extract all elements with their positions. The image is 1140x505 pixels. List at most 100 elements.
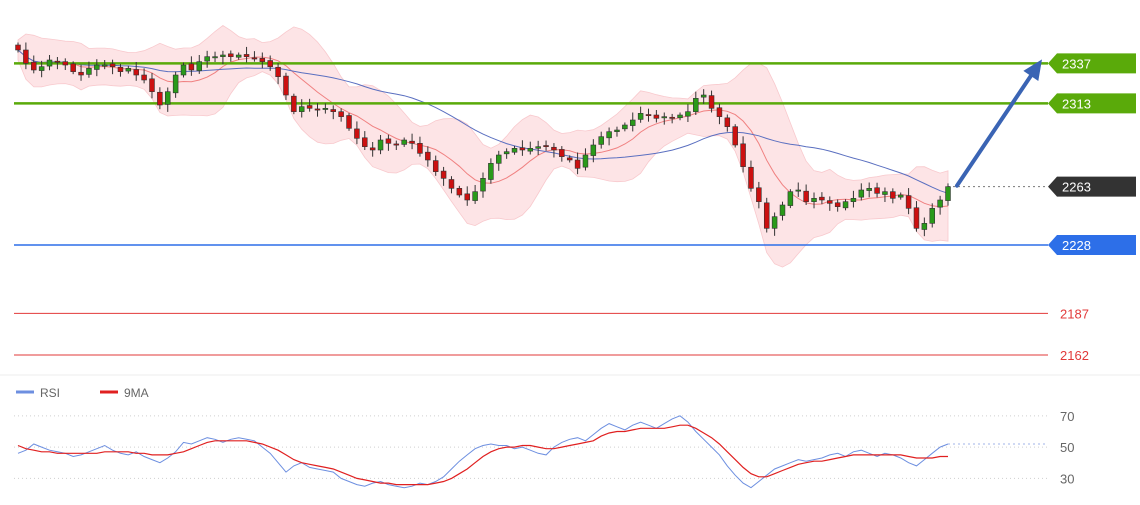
candle-body bbox=[842, 201, 849, 209]
candle bbox=[267, 55, 273, 71]
candle bbox=[377, 135, 384, 155]
candle-body bbox=[763, 202, 770, 229]
candle bbox=[346, 113, 352, 131]
candle bbox=[243, 46, 250, 63]
candle-body bbox=[86, 68, 92, 75]
candle-body bbox=[496, 154, 502, 164]
candle bbox=[86, 61, 92, 78]
candle bbox=[220, 50, 226, 65]
legend-label-9ma: 9MA bbox=[124, 386, 149, 400]
candle bbox=[551, 143, 557, 158]
candle-body bbox=[779, 204, 786, 216]
candle bbox=[590, 139, 597, 163]
candle-body bbox=[31, 61, 37, 71]
candle-body bbox=[314, 108, 321, 111]
level-2228-label: 2228 bbox=[1062, 238, 1091, 253]
candle bbox=[125, 65, 132, 74]
candle bbox=[866, 182, 872, 198]
candle bbox=[519, 140, 526, 156]
moving-average-line bbox=[17, 49, 949, 194]
candle bbox=[574, 152, 581, 175]
candle-body bbox=[393, 143, 400, 146]
candle-body bbox=[937, 199, 943, 208]
candle-body bbox=[94, 64, 100, 70]
candle-body bbox=[803, 190, 809, 202]
candle bbox=[527, 141, 534, 155]
candle bbox=[913, 201, 920, 232]
candle-body bbox=[109, 63, 116, 67]
candle bbox=[535, 140, 541, 155]
candle-body bbox=[472, 191, 478, 201]
candle bbox=[614, 126, 620, 137]
candle-body bbox=[882, 191, 888, 195]
candle-body bbox=[921, 223, 928, 230]
candle bbox=[685, 104, 691, 122]
candle-body bbox=[827, 200, 833, 204]
candle bbox=[874, 182, 880, 198]
candle bbox=[31, 55, 37, 74]
candle bbox=[362, 131, 368, 150]
candle-body bbox=[401, 139, 407, 145]
level-2263-label: 2263 bbox=[1062, 180, 1091, 195]
candle-body bbox=[283, 75, 289, 96]
candle-body bbox=[929, 208, 935, 224]
candle-body bbox=[377, 139, 384, 151]
candle-body bbox=[519, 147, 526, 151]
candle bbox=[38, 60, 45, 78]
bollinger-band-fill bbox=[17, 25, 949, 268]
candle bbox=[905, 188, 912, 215]
candle bbox=[693, 91, 699, 115]
candle bbox=[811, 192, 817, 209]
candle-body bbox=[456, 188, 463, 196]
candle bbox=[62, 58, 69, 70]
candle-body bbox=[369, 147, 376, 151]
candle bbox=[204, 50, 210, 68]
candle-body bbox=[566, 157, 573, 161]
candle-body bbox=[890, 191, 896, 199]
candle-body bbox=[172, 74, 179, 94]
candle bbox=[929, 203, 935, 228]
candle-body bbox=[606, 131, 612, 139]
candle bbox=[630, 112, 636, 132]
candle bbox=[897, 192, 904, 200]
candle-body bbox=[551, 146, 557, 151]
candle-body bbox=[322, 108, 329, 110]
candle-body bbox=[259, 58, 266, 62]
candle bbox=[724, 114, 731, 132]
candle bbox=[117, 63, 124, 77]
candle bbox=[598, 131, 604, 149]
candle bbox=[401, 137, 407, 147]
candle bbox=[566, 155, 573, 163]
candle bbox=[157, 87, 163, 110]
candle bbox=[314, 103, 321, 117]
candle-body bbox=[622, 124, 628, 130]
projection-arrow-shaft bbox=[955, 73, 1033, 188]
candle-body bbox=[535, 146, 541, 149]
rsi-panel: RSI 9MA 70 50 30 bbox=[0, 374, 1140, 489]
candle bbox=[212, 51, 218, 62]
projection-arrow-head bbox=[1023, 59, 1042, 81]
candle bbox=[882, 187, 888, 202]
candle bbox=[827, 196, 833, 211]
rsi-tick-50: 50 bbox=[1060, 440, 1074, 455]
candle bbox=[149, 73, 155, 99]
candle-body bbox=[630, 119, 636, 126]
rsi-tick-30: 30 bbox=[1060, 471, 1074, 486]
candle bbox=[472, 185, 478, 204]
candle bbox=[708, 90, 715, 113]
candle-body bbox=[220, 54, 226, 57]
candle-body bbox=[850, 198, 857, 202]
candle-body bbox=[165, 91, 171, 105]
candle bbox=[94, 59, 100, 77]
candle bbox=[945, 183, 951, 206]
legend-label-rsi: RSI bbox=[40, 386, 60, 400]
candle bbox=[78, 64, 84, 81]
candle bbox=[54, 57, 61, 70]
level-2337-tag bbox=[1048, 53, 1136, 74]
candle-body bbox=[503, 151, 510, 155]
candle bbox=[645, 108, 652, 122]
level-2263-tag bbox=[1048, 176, 1136, 197]
candle bbox=[354, 121, 360, 145]
candle-body bbox=[125, 68, 132, 72]
